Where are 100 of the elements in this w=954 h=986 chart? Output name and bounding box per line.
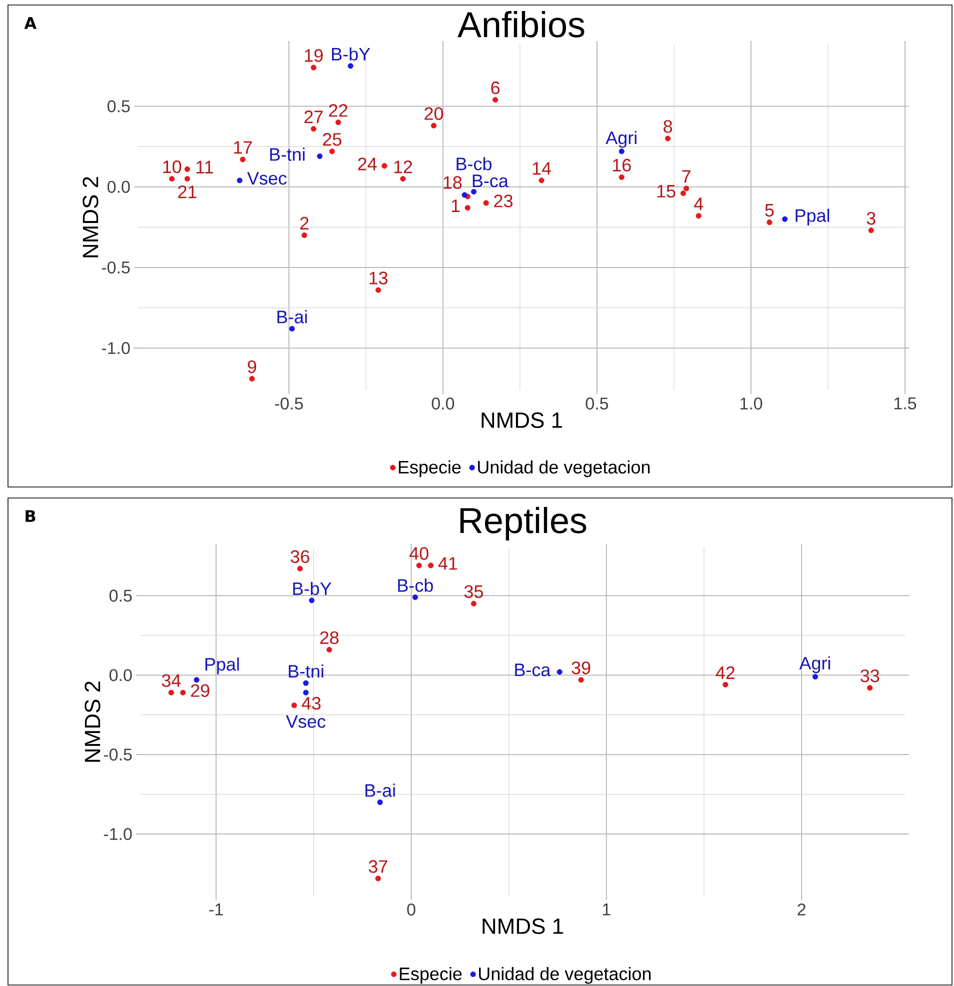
point <box>240 156 246 162</box>
point <box>483 200 489 206</box>
point <box>310 126 316 132</box>
point <box>462 192 468 198</box>
point <box>556 669 562 675</box>
point <box>867 685 873 691</box>
point <box>180 690 186 696</box>
point <box>316 153 323 160</box>
point <box>377 799 383 806</box>
point <box>722 682 728 688</box>
annotation: 3 <box>866 212 876 225</box>
point <box>618 148 624 154</box>
point <box>326 646 332 652</box>
point <box>289 326 295 332</box>
point <box>665 136 671 142</box>
annotation: 6 <box>491 81 500 94</box>
x-tick-label: 0.5 <box>586 398 608 410</box>
x-tick-label: 1.5 <box>894 398 916 410</box>
point <box>416 562 422 568</box>
annotation: 21 <box>178 186 196 198</box>
annotation: Ppal <box>205 657 239 674</box>
x-tick-label: 0 <box>407 904 416 916</box>
y-tick-label: -1.0 <box>102 342 130 354</box>
point <box>868 228 874 234</box>
point <box>249 376 255 382</box>
point <box>168 690 174 696</box>
point <box>308 598 315 604</box>
y-tick-label: 0.0 <box>109 669 132 682</box>
legend-label: Especie <box>398 460 461 478</box>
point <box>412 594 418 600</box>
text: B <box>26 510 36 522</box>
x-tick-label: 0.0 <box>432 398 454 410</box>
y-tick-label: 0.5 <box>109 590 132 602</box>
legend-label: Unidad de vegetacion <box>479 967 651 984</box>
annotation: 22 <box>329 104 348 117</box>
point <box>430 122 437 128</box>
point <box>375 876 381 882</box>
annotation: 12 <box>394 160 412 174</box>
annotation: 17 <box>234 141 252 154</box>
point <box>303 680 309 686</box>
annotation: B-bY <box>293 582 332 596</box>
annotation: B-bY <box>332 47 370 61</box>
point <box>382 163 388 169</box>
annotation: 23 <box>494 194 512 208</box>
point <box>375 287 382 293</box>
legend-label: Especie <box>400 967 462 984</box>
point <box>348 63 354 69</box>
chart-title: Anfibios <box>458 11 584 38</box>
annotation: 18 <box>444 176 462 189</box>
point <box>329 148 335 154</box>
point <box>184 176 190 182</box>
annotation: 9 <box>248 360 256 374</box>
point <box>302 232 308 238</box>
point <box>169 176 175 182</box>
annotation: 29 <box>191 684 210 697</box>
annotation: B-ca <box>515 664 551 676</box>
point <box>680 190 686 196</box>
x-tick-label: 1.0 <box>740 398 762 410</box>
annotation: 5 <box>765 204 774 217</box>
annotation: B-cb <box>456 157 492 170</box>
x-axis-title: NMDS 1 <box>482 412 562 428</box>
annotation: Agri <box>799 656 830 674</box>
annotation: 41 <box>438 557 458 570</box>
annotation: B-ai <box>366 784 395 797</box>
point <box>464 205 470 211</box>
annotation: 15 <box>657 185 676 198</box>
annotation: 7 <box>682 170 690 183</box>
annotation: 34 <box>162 674 181 687</box>
annotation: 13 <box>370 272 388 284</box>
point <box>492 97 498 103</box>
annotation: B-ca <box>472 174 508 188</box>
x-axis-title: NMDS 1 <box>482 918 563 934</box>
annotation: 10 <box>163 160 182 174</box>
point <box>696 213 702 219</box>
annotation: 25 <box>322 133 342 146</box>
annotation: 14 <box>532 162 552 175</box>
point <box>684 186 690 192</box>
y-tick-label: 0.5 <box>107 100 130 112</box>
y-tick-label: -0.5 <box>104 748 132 761</box>
point <box>812 674 818 680</box>
annotation: 33 <box>860 669 880 682</box>
annotation: 11 <box>196 160 213 174</box>
annotation: 24 <box>358 158 377 170</box>
x-tick-label: 1 <box>602 904 610 916</box>
annotation: 39 <box>572 662 590 674</box>
point <box>766 220 772 226</box>
x-tick-label: -1 <box>209 904 223 916</box>
annotation: Ppal <box>796 208 830 226</box>
annotation: 19 <box>304 49 323 62</box>
annotation: 36 <box>290 550 310 564</box>
point <box>184 166 190 172</box>
text: A <box>24 17 36 29</box>
point <box>400 176 406 182</box>
annotation: 28 <box>320 631 339 644</box>
point <box>428 562 434 568</box>
annotation: 35 <box>464 585 483 598</box>
point <box>538 178 544 184</box>
annotation: 40 <box>409 547 428 560</box>
annotation: 8 <box>664 120 672 133</box>
y-tick-label: -0.5 <box>102 261 130 274</box>
